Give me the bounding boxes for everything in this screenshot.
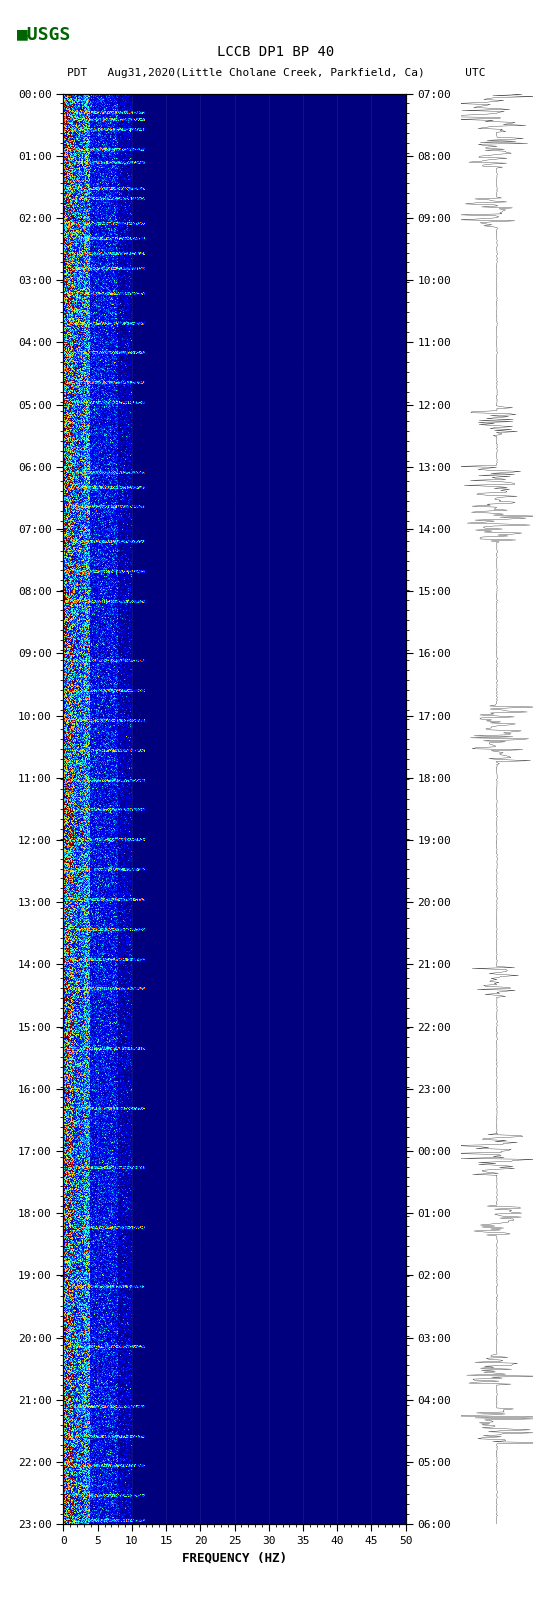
Text: ■USGS: ■USGS [17, 24, 71, 44]
Text: PDT   Aug31,2020(Little Cholane Creek, Parkfield, Ca)      UTC: PDT Aug31,2020(Little Cholane Creek, Par… [67, 68, 485, 77]
Text: LCCB DP1 BP 40: LCCB DP1 BP 40 [217, 45, 335, 58]
X-axis label: FREQUENCY (HZ): FREQUENCY (HZ) [182, 1552, 287, 1565]
